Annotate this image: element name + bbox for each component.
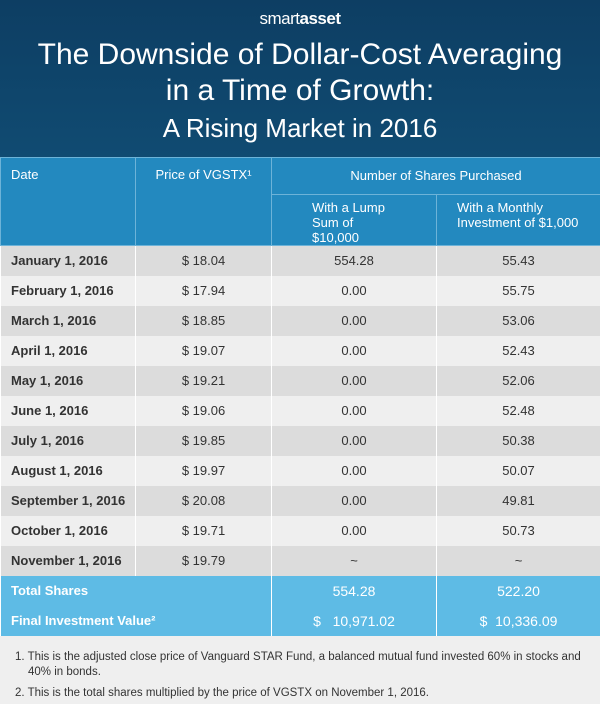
- price-cell: $ 17.94: [135, 275, 272, 306]
- totals-row: Total Shares 554.28 522.20: [0, 575, 600, 606]
- date-cell: January 1, 2016: [0, 245, 136, 276]
- monthly-cell: ~: [435, 545, 600, 576]
- table-row: February 1, 2016 $ 17.94 0.00 55.75: [0, 275, 600, 306]
- price-cell: $ 19.21: [135, 365, 272, 396]
- logo-text: smart: [259, 9, 301, 28]
- table-row: September 1, 2016 $ 20.08 0.00 49.81: [0, 485, 600, 516]
- date-cell: October 1, 2016: [0, 515, 136, 546]
- date-cell: April 1, 2016: [0, 335, 136, 366]
- date-cell: June 1, 2016: [0, 395, 136, 426]
- price-cell: $ 19.71: [135, 515, 272, 546]
- header-lump: With a Lump Sum of $10,000: [271, 194, 437, 246]
- page-title: The Downside of Dollar-Cost Averaging in …: [0, 37, 600, 109]
- table-row: July 1, 2016 $ 19.85 0.00 50.38: [0, 425, 600, 456]
- monthly-total: $ 10,336.09: [435, 605, 600, 636]
- table-row: January 1, 2016 $ 18.04 554.28 55.43: [0, 245, 600, 276]
- lump-cell: 0.00: [271, 515, 437, 546]
- date-cell: May 1, 2016: [0, 365, 136, 396]
- price-cell: $ 18.85: [135, 305, 272, 336]
- lump-cell: 0.00: [271, 275, 437, 306]
- logo-text-bold: asset: [299, 9, 341, 28]
- table-row: May 1, 2016 $ 19.21 0.00 52.06: [0, 365, 600, 396]
- table-row: August 1, 2016 $ 19.97 0.00 50.07: [0, 455, 600, 486]
- lump-total: $ 10,971.02: [271, 605, 437, 636]
- totals-label: Final Investment Value²: [0, 605, 272, 636]
- footnote-1: 1. This is the adjusted close price of V…: [15, 650, 581, 678]
- lump-cell: 0.00: [271, 305, 437, 336]
- monthly-cell: 52.43: [435, 335, 600, 366]
- title-line-2: in a Time of Growth:: [165, 74, 435, 107]
- smartasset-logo: smartasset: [0, 9, 600, 29]
- date-cell: November 1, 2016: [0, 545, 136, 576]
- lump-cell: 0.00: [271, 485, 437, 516]
- price-cell: $ 18.04: [135, 245, 272, 276]
- header-monthly: With a Monthly Investment of $1,000: [435, 194, 600, 246]
- lump-cell: ~: [271, 545, 437, 576]
- lump-cell: 0.00: [271, 335, 437, 366]
- monthly-cell: 55.75: [435, 275, 600, 306]
- lump-total: 554.28: [271, 575, 437, 606]
- header-date: Date: [0, 157, 136, 246]
- header-banner: smartasset The Downside of Dollar-Cost A…: [0, 0, 600, 157]
- monthly-cell: 53.06: [435, 305, 600, 336]
- date-cell: September 1, 2016: [0, 485, 136, 516]
- date-cell: July 1, 2016: [0, 425, 136, 456]
- header-price: Price of VGSTX¹: [135, 157, 272, 246]
- monthly-cell: 50.07: [435, 455, 600, 486]
- footnotes: 1. This is the adjusted close price of V…: [0, 636, 600, 701]
- price-cell: $ 19.85: [135, 425, 272, 456]
- page-subtitle: A Rising Market in 2016: [162, 113, 438, 143]
- price-cell: $ 19.97: [135, 455, 272, 486]
- price-cell: $ 19.06: [135, 395, 272, 426]
- price-cell: $ 19.07: [135, 335, 272, 366]
- lump-cell: 0.00: [271, 365, 437, 396]
- table-row: April 1, 2016 $ 19.07 0.00 52.43: [0, 335, 600, 366]
- title-line-1: The Downside of Dollar-Cost Averaging: [37, 38, 563, 71]
- price-cell: $ 19.79: [135, 545, 272, 576]
- table-row: November 1, 2016 $ 19.79 ~ ~: [0, 545, 600, 576]
- date-cell: March 1, 2016: [0, 305, 136, 336]
- date-cell: February 1, 2016: [0, 275, 136, 306]
- monthly-cell: 55.43: [435, 245, 600, 276]
- date-cell: August 1, 2016: [0, 455, 136, 486]
- table-row: March 1, 2016 $ 18.85 0.00 53.06: [0, 305, 600, 336]
- lump-cell: 0.00: [271, 395, 437, 426]
- monthly-cell: 49.81: [435, 485, 600, 516]
- shares-table: Date Price of VGSTX¹ Number of Shares Pu…: [0, 157, 600, 636]
- monthly-cell: 52.48: [435, 395, 600, 426]
- monthly-cell: 50.38: [435, 425, 600, 456]
- monthly-total: 522.20: [435, 575, 600, 606]
- monthly-cell: 52.06: [435, 365, 600, 396]
- lump-cell: 0.00: [271, 455, 437, 486]
- totals-row: Final Investment Value² $ 10,971.02 $ 10,3…: [0, 605, 600, 636]
- price-cell: $ 20.08: [135, 485, 272, 516]
- header-shares-group: Number of Shares Purchased: [270, 157, 600, 195]
- footnote-2: 2. This is the total shares multiplied b…: [15, 686, 429, 699]
- monthly-cell: 50.73: [435, 515, 600, 546]
- lump-cell: 0.00: [271, 425, 437, 456]
- lump-cell: 554.28: [271, 245, 437, 276]
- table-row: June 1, 2016 $ 19.06 0.00 52.48: [0, 395, 600, 426]
- table-row: October 1, 2016 $ 19.71 0.00 50.73: [0, 515, 600, 546]
- totals-label: Total Shares: [0, 575, 272, 606]
